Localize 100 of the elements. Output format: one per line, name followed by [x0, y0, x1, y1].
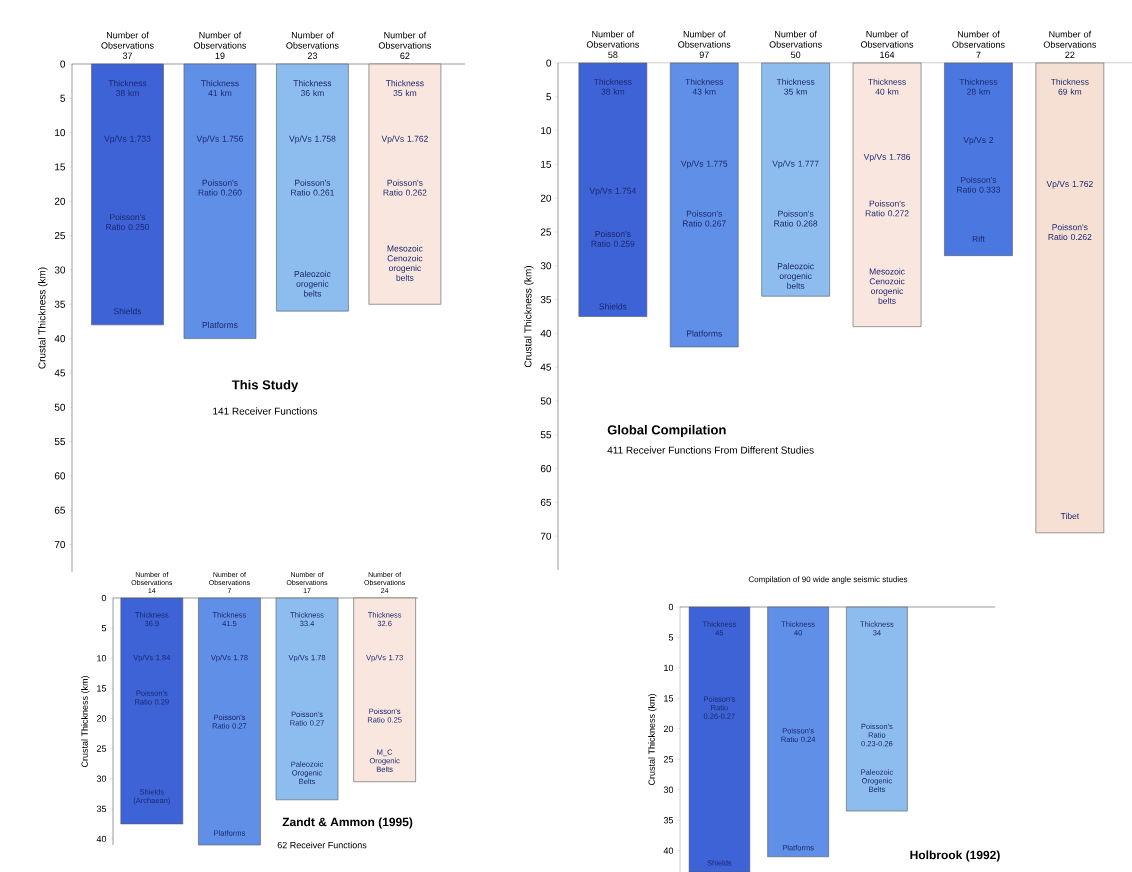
- annotation: Shields: [599, 303, 627, 310]
- y-tick-label: 40: [540, 329, 552, 337]
- annotation: Poisson's Ratio 0.333: [957, 176, 1001, 193]
- y-tick-label: 40: [96, 835, 107, 843]
- y-tick-label: 15: [664, 695, 674, 702]
- y-axis-title: Crustal Thickness (km): [38, 267, 48, 369]
- x-tick-label: Number of Observations 62: [378, 31, 432, 59]
- bar: [183, 63, 257, 339]
- annotation: Vp/Vs 1.775: [680, 160, 728, 169]
- x-tick-label: Number of Observations 7: [952, 30, 1005, 58]
- y-tick-label: 15: [97, 685, 107, 692]
- bar: [368, 63, 442, 305]
- annotation: Poisson's Ratio 0.261: [291, 179, 334, 196]
- annotation: Thickness 40 km: [868, 78, 906, 95]
- y-tick-label: 30: [663, 786, 674, 793]
- y-tick-label: 5: [668, 634, 674, 641]
- annotation: Platforms: [202, 321, 238, 328]
- y-tick-label: 45: [540, 363, 552, 371]
- y-tick-label: 70: [540, 532, 552, 540]
- y-tick-label: 65: [540, 498, 552, 506]
- annotation: Thickness 43 km: [685, 78, 724, 95]
- y-tick-label: 30: [96, 775, 107, 782]
- y-tick-label: 15: [541, 160, 552, 168]
- text: 411 Receiver Functions From Different Studies: [607, 446, 814, 454]
- bar: [846, 606, 908, 812]
- annotation: Vp/Vs 1.786: [863, 153, 911, 162]
- bar: [276, 63, 349, 312]
- x-tick-label: Number of Observations 58: [586, 30, 640, 58]
- y-tick-label: 45: [54, 369, 66, 377]
- bar: [198, 597, 261, 846]
- annotation: Vp/Vs 1.762: [1046, 180, 1093, 189]
- bar: [767, 606, 829, 858]
- annotation: Vp/Vs 1.756: [196, 135, 243, 144]
- y-tick-label: 20: [54, 197, 66, 205]
- y-axis-title: Crustal Thickness (km): [648, 694, 657, 786]
- annotation: Paleozoic orogenic belts: [777, 263, 814, 289]
- x-tick-label: Number of Observations 22: [1043, 30, 1097, 58]
- y-tick-label: 0: [101, 594, 107, 602]
- y-tick-label: 5: [546, 93, 552, 101]
- y-tick-label: 20: [540, 194, 552, 202]
- y-tick-label: 20: [96, 715, 107, 722]
- annotation: Thickness 35 km: [776, 78, 815, 95]
- x-tick-label: Number of Observations 23: [286, 31, 339, 59]
- annotation: Poisson's Ratio 0.250: [106, 213, 150, 230]
- bar: [275, 597, 339, 801]
- annotation: Thickness 41 km: [201, 80, 239, 97]
- text: Holbrook (1992): [910, 850, 1000, 862]
- annotation: Thickness 38 km: [593, 78, 632, 95]
- bar: [1035, 62, 1105, 534]
- y-tick-label: 55: [540, 431, 552, 439]
- y-tick-label: 50: [54, 403, 66, 411]
- annotation: Vp/Vs 1.754: [589, 187, 636, 196]
- annotation: Poisson's Ratio 0.260: [198, 179, 242, 196]
- annotation: Tibet: [1060, 512, 1080, 520]
- y-tick-label: 70: [54, 541, 66, 549]
- y-tick-label: 5: [60, 94, 66, 102]
- bar: [353, 597, 416, 783]
- y-tick-label: 20: [663, 725, 674, 733]
- annotation: Poisson's Ratio 0.267: [682, 210, 726, 227]
- y-tick-label: 50: [540, 397, 552, 405]
- y-tick-label: 25: [540, 228, 552, 236]
- annotation: Mesozoic Cenozoic orogenic belts: [869, 268, 905, 304]
- text: 62 Receiver Functions: [277, 841, 367, 849]
- y-tick-label: 60: [540, 465, 552, 473]
- annotation: Platforms: [686, 330, 722, 337]
- y-axis-title: Crustal Thickness (km): [81, 676, 90, 768]
- y-tick-label: 25: [663, 756, 674, 763]
- y-tick-label: 25: [96, 745, 107, 752]
- bar: [944, 62, 1013, 256]
- annotation: Thickness 28 km: [959, 78, 998, 95]
- annotation: Mesozoic Cenozoic orogenic belts: [387, 245, 423, 281]
- y-tick-label: 25: [54, 232, 66, 240]
- y-tick-label: 0: [546, 59, 552, 67]
- x-tick-label: Number of Observations 37: [101, 31, 154, 59]
- annotation: Paleozoic orogenic belts: [294, 270, 331, 297]
- y-axis-title: Crustal Thickness (km): [524, 266, 534, 368]
- y-tick-label: 65: [54, 506, 66, 514]
- y-tick-label: 10: [97, 655, 107, 662]
- annotation: Vp/Vs 1.762: [381, 135, 428, 144]
- annotation: Poisson's Ratio 0.259: [591, 230, 635, 247]
- y-tick-label: 35: [663, 817, 674, 824]
- y-tick-label: 35: [96, 805, 107, 813]
- annotation: Thickness 36 km: [293, 80, 332, 97]
- y-tick-label: 35: [540, 296, 552, 304]
- annotation: Shields: [113, 308, 142, 315]
- y-tick-label: 35: [54, 300, 66, 308]
- annotation: Vp/Vs 1.758: [289, 135, 336, 144]
- text: Global Compilation: [607, 424, 726, 438]
- x-tick-label: Number of Observations 19: [193, 31, 247, 59]
- chart-subtitle: Compilation of 90 wide angle seismic studies: [748, 576, 908, 584]
- y-tick-label: 40: [54, 335, 66, 343]
- bar: [669, 62, 739, 348]
- y-tick-label: 10: [55, 129, 66, 137]
- y-tick-label: 60: [54, 472, 66, 480]
- y-tick-label: 15: [55, 163, 66, 171]
- annotation: Poisson's Ratio 0.268: [774, 210, 818, 227]
- bar: [120, 597, 184, 825]
- text: 141 Receiver Functions: [213, 407, 318, 415]
- y-tick-label: 10: [664, 664, 674, 672]
- y-tick-label: 0: [668, 603, 674, 611]
